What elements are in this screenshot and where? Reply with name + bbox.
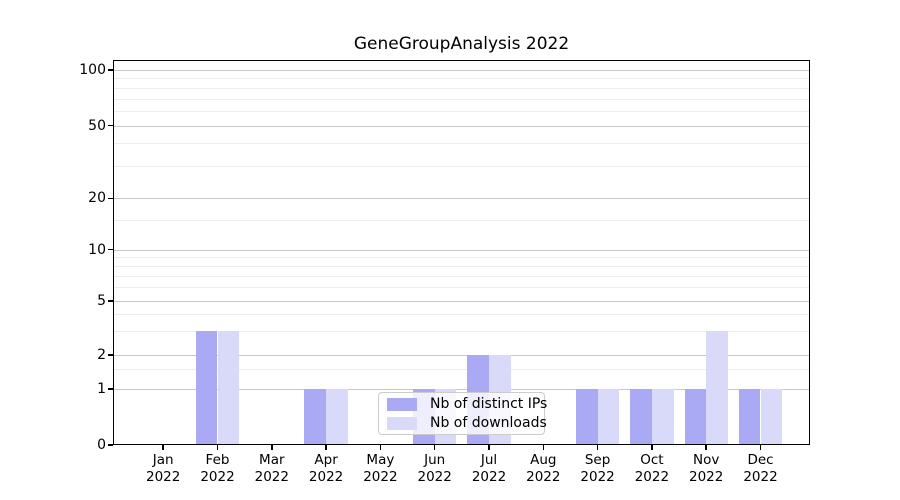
gridline-minor-7 (113, 276, 810, 277)
x-tick-label-Dec: Dec 2022 (743, 452, 778, 485)
bar-downloads-Oct (651, 389, 674, 445)
y-tick-mark-10 (108, 248, 113, 251)
x-tick-label-Jul: Jul 2022 (471, 452, 507, 485)
x-tick-label-Feb: Feb 2022 (200, 452, 235, 485)
x-tick-mark-Jul (488, 445, 490, 450)
y-tick-label-100: 100 (79, 62, 106, 78)
x-tick-mark-Jun (433, 445, 436, 450)
gridline-minor-1.5 (113, 369, 810, 371)
y-tick-label-0: 0 (97, 437, 106, 453)
x-tick-mark-May (379, 445, 382, 450)
gridline-major-20 (113, 198, 810, 200)
bar-distinct-ips-Nov (684, 389, 707, 445)
gridline-minor-70 (113, 98, 810, 100)
bar-downloads-Feb (217, 331, 240, 445)
y-tick-label-1: 1 (97, 381, 106, 397)
legend-item-distinct-ips: Nb of distinct IPs (387, 396, 548, 412)
x-tick-label-Jun: Jun 2022 (417, 452, 452, 485)
bar-downloads-Dec (760, 389, 783, 445)
y-tick-mark-2 (108, 354, 113, 356)
x-tick-mark-Dec (759, 445, 762, 450)
x-tick-mark-Aug (542, 445, 545, 450)
gridline-minor-8 (113, 266, 810, 268)
x-tick-label-Mar: Mar 2022 (254, 452, 289, 485)
legend: Nb of distinct IPs Nb of downloads (378, 392, 548, 435)
gridline-minor-15 (113, 219, 810, 221)
gridline-minor-40 (113, 143, 810, 145)
x-tick-label-Apr: Apr 2022 (308, 452, 344, 485)
bar-distinct-ips-Sep (575, 389, 598, 445)
gridline-major-10 (113, 249, 810, 251)
bar-downloads-Nov (706, 331, 728, 445)
gridline-minor-4 (113, 314, 810, 316)
x-tick-mark-Mar (271, 445, 273, 450)
plot-area (113, 60, 810, 445)
legend-item-downloads: Nb of downloads (387, 415, 547, 431)
chart-title: GeneGroupAnalysis 2022 (353, 34, 570, 54)
gridline-major-50 (113, 125, 810, 127)
y-tick-mark-1 (108, 388, 113, 390)
bar-distinct-ips-Feb (195, 331, 218, 445)
legend-label-distinct-ips: Nb of distinct IPs (430, 396, 548, 412)
y-tick-label-50: 50 (88, 117, 106, 134)
x-tick-mark-Nov (705, 445, 707, 450)
y-tick-mark-20 (108, 197, 113, 200)
x-tick-label-May: May 2022 (363, 452, 398, 485)
bar-downloads-Sep (597, 389, 620, 445)
gridline-minor-30 (113, 166, 810, 168)
gridline-major-2 (113, 355, 810, 356)
gridline-major-5 (113, 301, 810, 302)
x-tick-label-Sep: Sep 2022 (580, 452, 615, 485)
y-tick-mark-0 (108, 444, 113, 446)
bar-distinct-ips-Oct (630, 389, 652, 445)
bar-distinct-ips-Apr (304, 389, 327, 445)
x-tick-mark-Apr (325, 445, 327, 450)
legend-swatch-distinct-ips (387, 397, 417, 411)
y-tick-mark-5 (108, 300, 113, 302)
y-tick-mark-100 (108, 69, 113, 71)
gridline-minor-9 (113, 257, 810, 259)
x-tick-mark-Feb (216, 445, 219, 450)
gridline-minor-3 (113, 331, 810, 333)
legend-label-downloads: Nb of downloads (430, 415, 547, 431)
gridline-minor-80 (113, 87, 810, 89)
y-tick-mark-50 (108, 124, 113, 127)
gridline-major-100 (113, 70, 810, 71)
y-tick-label-2: 2 (97, 347, 106, 363)
gridline-minor-90 (113, 78, 810, 80)
gridline-minor-60 (113, 110, 810, 112)
x-tick-label-Aug: Aug 2022 (526, 452, 561, 485)
bar-downloads-Apr (326, 389, 348, 445)
x-tick-mark-Sep (596, 445, 599, 450)
y-tick-label-5: 5 (97, 293, 106, 309)
legend-swatch-downloads (387, 416, 417, 430)
x-tick-mark-Oct (651, 445, 653, 450)
x-tick-label-Jan: Jan 2022 (146, 452, 181, 485)
x-tick-mark-Jan (162, 445, 164, 450)
x-tick-label-Nov: Nov 2022 (689, 452, 724, 485)
gridline-major-1 (113, 389, 810, 390)
y-tick-label-20: 20 (88, 190, 106, 207)
x-tick-label-Oct: Oct 2022 (634, 452, 670, 485)
y-tick-label-10: 10 (88, 241, 106, 258)
gridline-minor-6 (113, 287, 810, 289)
bar-distinct-ips-Dec (738, 389, 761, 445)
